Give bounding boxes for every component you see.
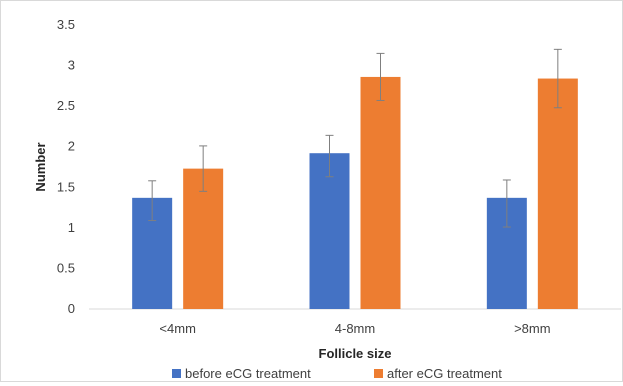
legend-label: before eCG treatment <box>185 366 311 381</box>
bar <box>537 78 578 309</box>
y-axis-ticks: 0 0.5 1 1.5 2 2.5 3 3.5 <box>57 17 75 316</box>
x-tick-label: >8mm <box>514 321 550 336</box>
y-tick-label: 3 <box>68 58 75 73</box>
x-axis-ticks: <4mm 4-8mm >8mm <box>159 321 550 336</box>
y-tick-label: 1.5 <box>57 179 75 194</box>
legend-label: after eCG treatment <box>387 366 502 381</box>
y-tick-label: 0 <box>68 301 75 316</box>
y-tick-label: 3.5 <box>57 17 75 32</box>
legend-swatch <box>374 369 383 378</box>
y-tick-label: 1 <box>68 220 75 235</box>
bar <box>360 76 401 309</box>
y-axis-title: Number <box>33 142 48 191</box>
legend: before eCG treatment after eCG treatment <box>172 366 502 381</box>
y-tick-label: 2.5 <box>57 98 75 113</box>
x-axis-title: Follicle size <box>319 346 392 361</box>
x-tick-label: 4-8mm <box>335 321 375 336</box>
x-tick-label: <4mm <box>159 321 195 336</box>
bars <box>132 48 578 309</box>
y-tick-label: 2 <box>68 139 75 154</box>
legend-swatch <box>172 369 181 378</box>
bar <box>309 153 350 309</box>
y-tick-label: 0.5 <box>57 260 75 275</box>
bar <box>183 168 224 309</box>
